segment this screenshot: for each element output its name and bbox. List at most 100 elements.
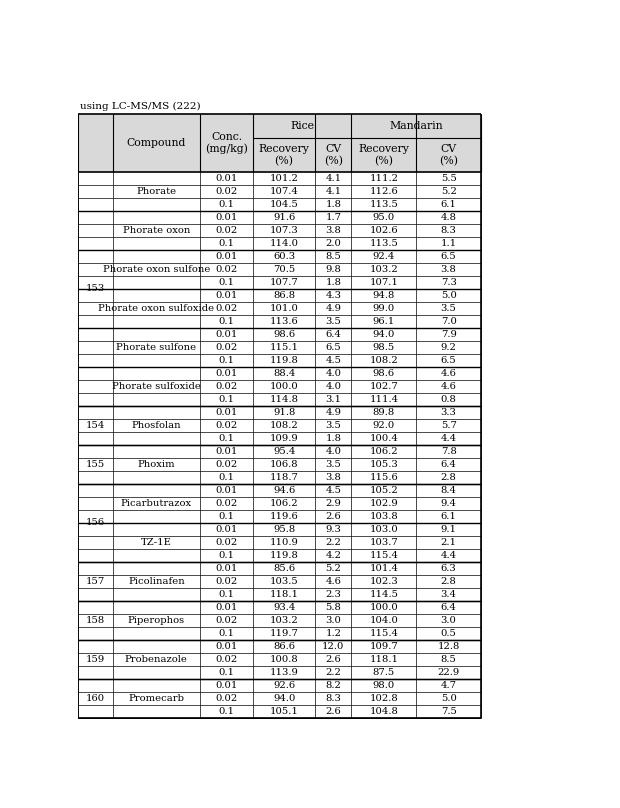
Text: 109.9: 109.9 (270, 434, 298, 443)
Text: 1.2: 1.2 (326, 629, 342, 638)
Text: 111.4: 111.4 (370, 395, 399, 404)
Text: 7.3: 7.3 (441, 278, 456, 287)
Text: 153: 153 (86, 284, 105, 293)
Text: 3.1: 3.1 (326, 395, 342, 404)
Text: 92.0: 92.0 (373, 421, 395, 430)
Text: 6.4: 6.4 (441, 603, 456, 612)
Text: 1.1: 1.1 (441, 238, 457, 248)
Text: 0.8: 0.8 (441, 395, 456, 404)
Text: 3.5: 3.5 (326, 317, 341, 326)
Text: 93.4: 93.4 (273, 603, 295, 612)
Text: 154: 154 (86, 421, 105, 430)
Text: 109.7: 109.7 (370, 642, 398, 651)
Text: 95.4: 95.4 (273, 447, 295, 456)
Text: 88.4: 88.4 (273, 368, 295, 378)
Text: 114.0: 114.0 (270, 238, 299, 248)
Text: 5.5: 5.5 (441, 174, 456, 183)
Text: 5.7: 5.7 (441, 421, 456, 430)
Text: 0.1: 0.1 (218, 707, 234, 716)
Text: 2.6: 2.6 (326, 707, 341, 716)
Text: 4.1: 4.1 (326, 174, 342, 183)
Text: 118.7: 118.7 (270, 473, 299, 482)
Text: 101.4: 101.4 (370, 564, 398, 573)
Text: 7.0: 7.0 (441, 317, 456, 326)
Text: 0.01: 0.01 (215, 525, 237, 534)
Text: 8.3: 8.3 (326, 694, 341, 703)
Text: 9.2: 9.2 (441, 343, 456, 351)
Text: 2.9: 2.9 (326, 499, 341, 507)
Text: TZ-1E: TZ-1E (141, 538, 172, 547)
Text: 6.4: 6.4 (441, 460, 456, 469)
Text: 1.8: 1.8 (326, 278, 342, 287)
Text: 0.1: 0.1 (218, 590, 234, 599)
Text: 107.1: 107.1 (370, 278, 398, 287)
Text: 3.0: 3.0 (441, 616, 456, 625)
Text: 8.4: 8.4 (441, 486, 457, 494)
Text: 8.3: 8.3 (441, 225, 456, 235)
Text: 0.01: 0.01 (215, 564, 237, 573)
Text: Phorate sulfoxide: Phorate sulfoxide (112, 381, 201, 391)
Text: 0.01: 0.01 (215, 447, 237, 456)
Text: 103.7: 103.7 (370, 538, 398, 547)
Text: 0.02: 0.02 (215, 460, 237, 469)
Text: 0.1: 0.1 (218, 473, 234, 482)
Text: 103.8: 103.8 (370, 511, 398, 521)
Text: 4.7: 4.7 (441, 681, 457, 690)
Text: 2.8: 2.8 (441, 473, 456, 482)
Text: 4.6: 4.6 (326, 577, 341, 586)
Text: 4.0: 4.0 (326, 447, 342, 456)
Text: 98.5: 98.5 (373, 343, 395, 351)
Text: 105.1: 105.1 (270, 707, 299, 716)
Text: 6.5: 6.5 (441, 252, 456, 261)
Text: 0.02: 0.02 (215, 265, 237, 274)
Text: 157: 157 (86, 577, 105, 586)
Text: 9.4: 9.4 (441, 499, 457, 507)
Text: 106.8: 106.8 (270, 460, 298, 469)
Text: 115.6: 115.6 (370, 473, 398, 482)
Text: 0.1: 0.1 (218, 356, 234, 364)
Text: Phoxim: Phoxim (138, 460, 175, 469)
Text: 0.01: 0.01 (215, 603, 237, 612)
Text: 91.8: 91.8 (273, 408, 295, 417)
Text: 86.6: 86.6 (273, 642, 295, 651)
Text: 94.0: 94.0 (373, 330, 395, 339)
Text: 106.2: 106.2 (370, 447, 398, 456)
Text: 0.01: 0.01 (215, 681, 237, 690)
Text: Phorate: Phorate (136, 187, 176, 196)
Text: 12.0: 12.0 (322, 642, 345, 651)
Text: 87.5: 87.5 (373, 668, 395, 677)
Text: 100.4: 100.4 (370, 434, 398, 443)
Text: 102.8: 102.8 (370, 694, 398, 703)
Text: 114.5: 114.5 (370, 590, 398, 599)
Text: 105.3: 105.3 (370, 460, 398, 469)
Text: 0.01: 0.01 (215, 252, 237, 261)
Text: 0.1: 0.1 (218, 511, 234, 521)
Text: 0.02: 0.02 (215, 694, 237, 703)
Text: 99.0: 99.0 (373, 304, 395, 313)
Text: 4.2: 4.2 (326, 551, 342, 560)
Text: 98.6: 98.6 (373, 368, 395, 378)
Text: 100.0: 100.0 (370, 603, 398, 612)
Text: 0.1: 0.1 (218, 238, 234, 248)
Text: 89.8: 89.8 (373, 408, 395, 417)
Text: 118.1: 118.1 (370, 654, 398, 664)
Text: 5.0: 5.0 (441, 694, 456, 703)
Text: 0.02: 0.02 (215, 538, 237, 547)
Text: 103.5: 103.5 (270, 577, 298, 586)
Text: 94.8: 94.8 (373, 291, 395, 300)
Text: 0.1: 0.1 (218, 200, 234, 208)
Text: 8.5: 8.5 (326, 252, 341, 261)
Text: 0.02: 0.02 (215, 304, 237, 313)
Text: 95.0: 95.0 (373, 213, 395, 221)
Text: 4.9: 4.9 (326, 408, 342, 417)
Text: Promecarb: Promecarb (128, 694, 184, 703)
Text: 3.3: 3.3 (441, 408, 456, 417)
Text: 103.2: 103.2 (270, 616, 298, 625)
Text: 2.1: 2.1 (441, 538, 457, 547)
Text: 0.01: 0.01 (215, 368, 237, 378)
Text: Compound: Compound (126, 138, 186, 148)
Text: 119.6: 119.6 (270, 511, 298, 521)
Text: 119.8: 119.8 (270, 551, 299, 560)
Text: 0.02: 0.02 (215, 654, 237, 664)
Text: 4.3: 4.3 (326, 291, 342, 300)
